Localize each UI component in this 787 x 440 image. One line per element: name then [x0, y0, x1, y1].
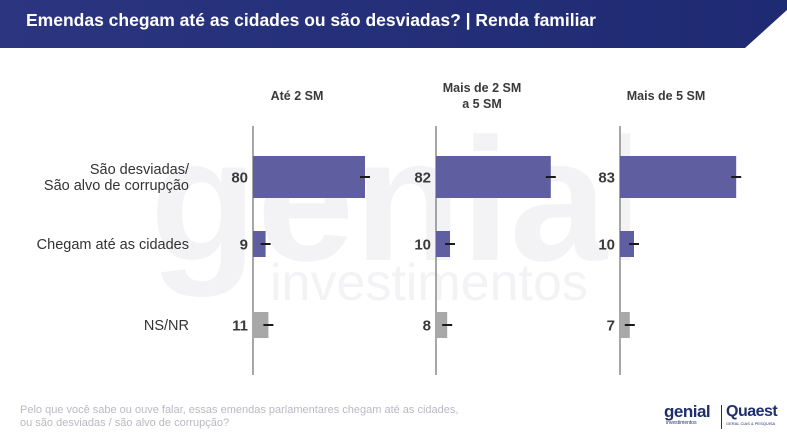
category-label: São alvo de corrupção	[44, 178, 189, 194]
value-label: 9	[240, 237, 248, 254]
footnote-line: Pelo que você sabe ou ouve falar, essas …	[20, 404, 459, 416]
logo-divider	[721, 405, 722, 429]
bar	[253, 156, 365, 198]
value-label: 7	[607, 318, 615, 335]
bar	[436, 312, 448, 338]
category-label: NS/NR	[144, 318, 189, 334]
bar	[253, 231, 266, 257]
value-label: 80	[231, 170, 248, 187]
bar	[620, 156, 737, 198]
value-label: 11	[232, 318, 248, 335]
footnote-line: ou são desviadas / são alvo de corrupção…	[20, 417, 230, 429]
quaest-logo-sub: GERAL CIAS & PESQUISA	[726, 421, 776, 426]
panel-title: Mais de 2 SM	[443, 81, 522, 95]
header-banner	[0, 0, 787, 48]
footnote: Pelo que você sabe ou ouve falar, essas …	[20, 404, 540, 430]
value-label: 10	[598, 237, 615, 254]
quaest-logo: Quaest	[726, 403, 778, 420]
value-label: 10	[414, 237, 431, 254]
logos: genial investimentos Quaest GERAL CIAS &…	[664, 402, 779, 431]
category-label: São desviadas/	[90, 162, 190, 178]
panel-title: a 5 SM	[462, 97, 502, 111]
value-label: 83	[598, 170, 615, 187]
bar	[253, 312, 269, 338]
page-title: Emendas chegam até as cidades ou são des…	[26, 10, 596, 30]
bar	[436, 156, 551, 198]
value-label: 8	[423, 318, 431, 335]
watermark: genial investimentos	[150, 110, 630, 312]
watermark-brand: genial	[150, 110, 630, 298]
bar	[620, 231, 634, 257]
category-label: Chegam até as cidades	[37, 237, 189, 253]
panel-title: Até 2 SM	[271, 89, 324, 103]
watermark-sub: investimentos	[270, 254, 588, 312]
value-label: 82	[414, 170, 431, 187]
bar	[436, 231, 450, 257]
genial-logo-sub: investimentos	[666, 420, 697, 426]
genial-logo: genial	[664, 402, 711, 421]
header-shape	[0, 0, 787, 48]
panel-title: Mais de 5 SM	[627, 89, 706, 103]
